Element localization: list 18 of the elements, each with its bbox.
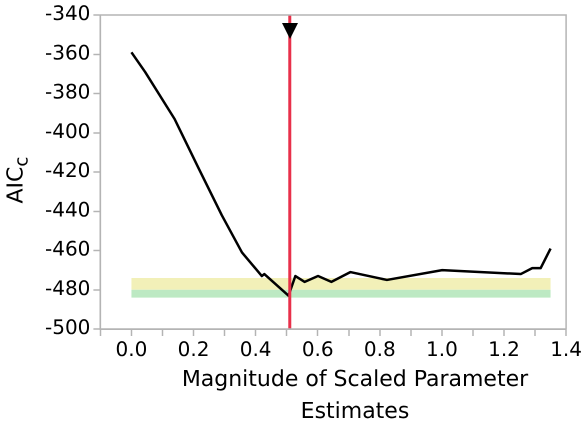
x-axis-title: Magnitude of Scaled Parameter Estimates <box>180 366 530 426</box>
x-tick-label: 0.2 <box>178 337 210 362</box>
x-tick-label: 0.6 <box>302 337 334 362</box>
y-tick-label: -380 <box>45 80 90 104</box>
x-tick-label: 1.2 <box>488 337 520 362</box>
y-tick-label: -360 <box>45 40 90 64</box>
x-tick-label: 0.0 <box>116 337 148 362</box>
x-tick-label: 1.0 <box>426 337 458 362</box>
x-tick-label: 1.4 <box>550 337 582 362</box>
y-tick-label: -480 <box>45 276 90 300</box>
y-tick-label: -460 <box>45 236 90 261</box>
x-tick-label: 0.8 <box>364 337 396 362</box>
y-tick-label: -420 <box>45 158 90 182</box>
y-tick-label: -340 <box>45 1 90 26</box>
y-tick-label: -500 <box>45 315 90 340</box>
y-tick-label: -440 <box>45 197 90 222</box>
y-tick-label: -400 <box>45 118 90 143</box>
x-tick-label: 0.4 <box>240 337 272 362</box>
